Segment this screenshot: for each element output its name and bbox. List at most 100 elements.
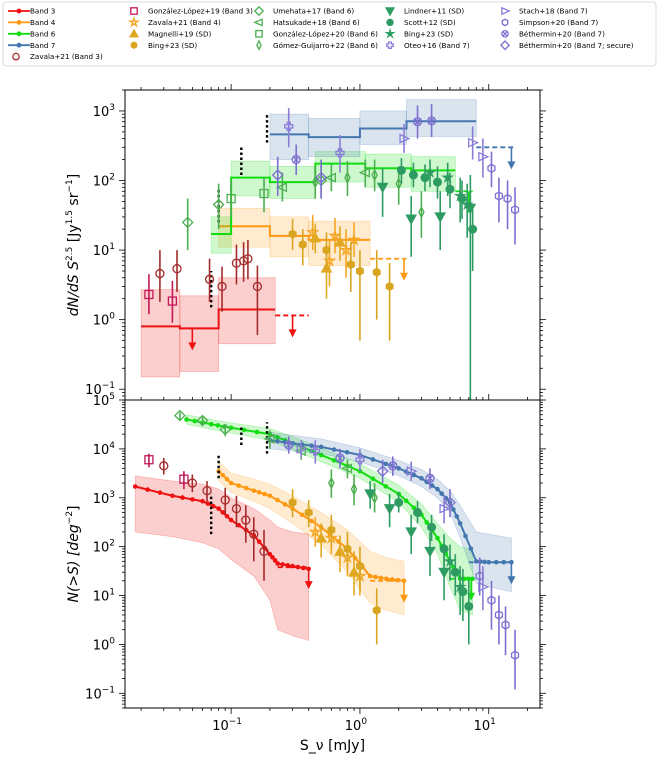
y-label-superscript: 1.5 <box>65 210 75 224</box>
point-marker-magnelli-19-sd <box>309 231 322 243</box>
point-marker-lindner-11-sd <box>434 212 447 223</box>
point-marker-stach-18-band-7 <box>439 503 451 514</box>
curve-point-band-3 <box>256 539 262 544</box>
point-marker-simpson-20-band-7-shape <box>494 610 504 620</box>
point-marker-b-thermin-20-band-7-secure <box>315 171 328 184</box>
plot-area-top <box>140 99 520 400</box>
curve-point-band-7 <box>439 491 444 496</box>
data-point-umehata-17-band-6 <box>173 409 186 422</box>
point-marker-lindner-11-sd-shape <box>383 504 396 515</box>
data-point-stach-18-band-7 <box>467 126 480 160</box>
data-point-magnelli-19-sd <box>348 551 360 596</box>
point-marker-bing-23-sd-shape <box>288 497 297 508</box>
point-marker-g-mez-guijarro-22-band-6-shape <box>371 168 378 182</box>
legend-marker-band-4 <box>8 20 30 25</box>
legend-marker-band-7-dot <box>16 42 22 48</box>
legend-item-zavala-21-band-3: Zavala+21 (Band 3) <box>12 52 103 61</box>
y-tick-label-exponent: 1 <box>109 588 115 598</box>
point-marker-g-mez-guijarro-22-band-6-shape <box>311 175 319 189</box>
point-marker-lindner-11-sd-shape <box>438 567 450 579</box>
legend-label-lindner-11-sd: Lindner+11 (SD) <box>404 7 464 16</box>
point-marker-gonz-lez-l-pez-19-band-3 <box>144 289 154 300</box>
data-point-zavala-21-band-3 <box>243 239 253 280</box>
legend-marker-magnelli-19-sd <box>128 28 140 38</box>
data-point-hatsukade-18-band-6 <box>263 430 275 449</box>
legend-item-band-3: Band 3 <box>8 7 55 16</box>
y-axis-label-top: dN/dS S2.5 [Jy1.5 sr−1] <box>65 174 82 316</box>
data-point-g-mez-guijarro-22-band-6 <box>344 161 351 196</box>
point-marker-umehata-17-band-6-shape <box>181 216 194 229</box>
point-marker-g-mez-guijarro-22-band-6-shape <box>395 177 403 191</box>
point-marker-b-thermin-20-band-7-cross <box>389 462 397 470</box>
point-marker-lindner-11-sd-shape <box>364 489 376 500</box>
curve-point-band-6 <box>254 429 260 435</box>
point-marker-stach-18-band-7-shape <box>406 466 418 477</box>
curve-point-band-6 <box>357 468 363 474</box>
point-marker-g-mez-guijarro-22-band-6 <box>328 476 335 490</box>
point-marker-b-thermin-20-band-7-secure <box>444 496 456 509</box>
data-point-scott-12-sd <box>394 492 404 513</box>
point-marker-zavala-21-band-3-shape <box>204 274 215 284</box>
point-marker-bing-23-sd <box>343 544 352 554</box>
legend-marker-lindner-11-sd <box>384 7 396 17</box>
legend-label-band-7: Band 7 <box>30 41 55 50</box>
point-marker-stach-18-band-7-shape <box>467 137 480 148</box>
curve-point-band-7 <box>318 444 324 450</box>
point-marker-gonz-lez-l-pez-19-band-3 <box>179 474 189 484</box>
point-marker-magnelli-19-sd <box>348 566 360 577</box>
upper-limit-band-7 <box>468 561 516 585</box>
upper-limit-arrow-head <box>188 342 197 351</box>
x-tick-label: 10−1 <box>212 717 242 734</box>
data-point-zavala-21-band-4 <box>328 217 342 254</box>
point-marker-stach-18-band-7-shape <box>478 151 490 162</box>
data-point-bing-23-sd <box>453 177 467 223</box>
legend-marker-g-mez-guijarro-22-band-6 <box>256 39 262 51</box>
point-marker-umehata-17-band-6 <box>219 423 232 436</box>
legend-marker-gonz-lez-l-pez-20-band-6 <box>255 29 263 38</box>
curve-line-band-4 <box>217 470 405 582</box>
point-marker-scott-12-sd-shape <box>450 567 460 577</box>
y-label-text: ] <box>66 505 82 510</box>
legend-marker-band-3-dot <box>16 8 22 14</box>
data-point-lindner-11-sd <box>434 191 447 251</box>
curve-point-band-6 <box>331 458 337 463</box>
curve-point-band-4 <box>256 490 262 495</box>
point-marker-scott-12-sd <box>427 522 437 532</box>
point-marker-scott-12-sd <box>468 224 478 234</box>
data-point-bing-23-sd <box>372 250 381 320</box>
data-point-stach-18-band-7 <box>406 461 418 482</box>
y-label-superscript: −1 <box>65 179 75 192</box>
uncertainty-band-band-3 <box>140 289 181 378</box>
point-marker-umehata-17-band-6 <box>196 414 209 427</box>
point-marker-g-mez-guijarro-22-band-6-shape <box>350 482 358 496</box>
data-point-hatsukade-18-band-6 <box>358 159 370 188</box>
curve-point-band-7 <box>435 486 440 492</box>
point-marker-simpson-20-band-7 <box>501 620 510 630</box>
point-marker-gonz-lez-l-pez-20-band-6 <box>226 193 236 204</box>
data-point-g-mez-guijarro-22-band-6 <box>418 191 425 238</box>
point-marker-oteo-16-band-7-shape <box>355 455 365 465</box>
point-marker-scott-12-sd-shape <box>468 224 478 234</box>
curve-point-band-4 <box>262 491 267 497</box>
curve-point-band-4 <box>267 493 273 499</box>
point-marker-bing-23-sd-shape <box>355 561 364 571</box>
y-label-superscript: 2.5 <box>65 247 75 261</box>
legend-item-gonz-lez-l-pez-20-band-6: González-López+20 (Band 6) <box>255 29 378 38</box>
data-point-g-mez-guijarro-22-band-6 <box>371 483 378 513</box>
curve-point-band-6 <box>383 484 389 489</box>
point-marker-scott-12-sd-shape <box>439 544 449 554</box>
point-marker-magnelli-19-sd <box>334 236 346 247</box>
y-tick-label: 10−1 <box>85 685 115 702</box>
point-marker-hatsukade-18-band-6-shape <box>340 463 353 474</box>
y-label-text: [Jy <box>66 224 82 246</box>
data-point-lindner-11-sd <box>424 531 436 577</box>
point-marker-b-thermin-20-band-7-secure-shape <box>376 465 389 478</box>
point-marker-zavala-21-band-4 <box>347 232 361 246</box>
point-marker-b-thermin-20-band-7-shape <box>388 461 398 471</box>
legend-label-zavala-21-band-4: Zavala+21 (Band 4) <box>148 18 221 27</box>
legend-marker-hatsukade-18-band-6-shape <box>253 18 263 27</box>
point-marker-hatsukade-18-band-6 <box>324 172 337 183</box>
point-marker-b-thermin-20-band-7-secure <box>271 169 284 181</box>
point-marker-stach-18-band-7 <box>478 581 490 592</box>
